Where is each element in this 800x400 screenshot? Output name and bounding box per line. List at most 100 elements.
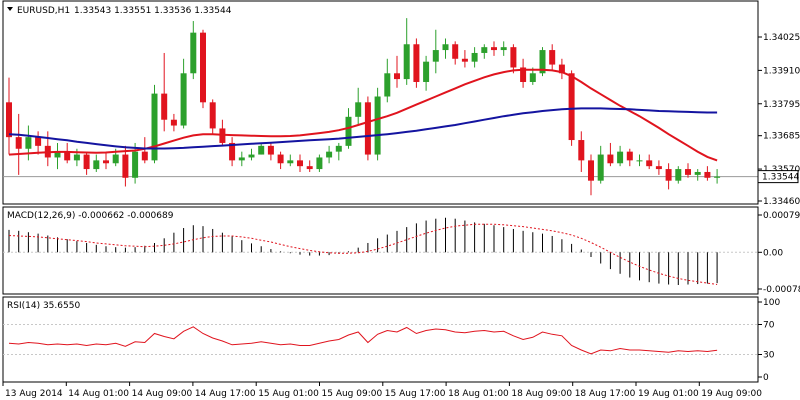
candle-body (685, 169, 691, 175)
moving-averages-layer (8, 68, 718, 162)
current-price-box (757, 170, 799, 184)
candle (209, 99, 216, 135)
macd-tick-label: 0.000799 (763, 211, 800, 221)
candle-body (394, 73, 400, 80)
candle (141, 137, 148, 164)
candle-body (491, 47, 497, 51)
candle-body (151, 93, 158, 161)
collapse-triangle-icon[interactable] (7, 7, 13, 11)
price-tick-label: 1.33570 (763, 165, 800, 175)
candle (384, 58, 391, 103)
candle-body (520, 67, 527, 82)
candle (626, 148, 633, 167)
candle-body (481, 47, 488, 53)
candle (403, 18, 410, 85)
macd-axis: 0.000799 0.00 -0.000786 (758, 211, 800, 295)
candle-body (6, 102, 12, 138)
candle (607, 142, 614, 167)
candle-body (209, 102, 216, 129)
candle-body (442, 44, 449, 51)
rsi-panel: RSI(14) 35.6550 100 70 30 0 (2, 296, 780, 383)
candle (500, 41, 507, 56)
candle (665, 163, 672, 190)
time-tick-label: 18 Aug 17:00 (575, 389, 636, 399)
candle-body (655, 166, 662, 170)
candle-body (461, 58, 468, 62)
candle-body (229, 142, 236, 161)
candle (452, 41, 459, 65)
candle-body (423, 61, 430, 82)
candle-body (714, 176, 721, 178)
time-tick-label: 19 Aug 09:00 (701, 389, 762, 399)
macd-signal-line (8, 223, 718, 285)
candle-body (500, 47, 507, 51)
candle-body (122, 154, 129, 178)
candle-body (306, 166, 313, 170)
candle-body (510, 47, 517, 68)
candle-body (248, 154, 255, 158)
candle-body (170, 119, 177, 126)
candle-body (626, 151, 633, 161)
candle (297, 154, 303, 172)
time-tick-label: 15 Aug 17:00 (385, 389, 446, 399)
candle (83, 151, 90, 175)
time-tick-label: 18 Aug 09:00 (511, 389, 572, 399)
candle (646, 154, 653, 170)
candle (6, 77, 12, 155)
time-axis: 13 Aug 2014 14 Aug 01:00 14 Aug 09:00 14 Au… (2, 382, 762, 399)
price-header: EURUSD,H1 1.33543 1.33551 1.33536 1.3354… (7, 6, 232, 16)
candle (471, 47, 478, 68)
candle-body (549, 50, 556, 65)
candle-body (607, 154, 614, 164)
time-tick-label: 15 Aug 01:00 (258, 389, 319, 399)
candle (636, 154, 643, 167)
candle (461, 50, 468, 68)
candle-body (297, 160, 303, 167)
candle (617, 145, 624, 167)
candle-body (25, 137, 32, 149)
candle (15, 113, 22, 175)
candle-body (646, 160, 653, 167)
candle-body (452, 44, 459, 59)
candle (394, 55, 400, 88)
candle (238, 151, 245, 167)
candle-body (413, 44, 420, 82)
candle-body (73, 154, 80, 161)
candle (510, 44, 517, 74)
candle (229, 137, 236, 167)
candle (170, 113, 177, 132)
candle (714, 169, 721, 184)
candle (481, 44, 488, 59)
candle (335, 142, 342, 161)
candle-body (287, 160, 294, 164)
candle (248, 148, 255, 161)
current-price-tag: 1.33544 (757, 170, 799, 184)
price-tick-label: 1.33460 (763, 197, 800, 207)
candle-body (374, 96, 381, 155)
candle-body (277, 154, 284, 164)
macd-histogram-layer (8, 217, 718, 285)
candle-body (597, 154, 604, 181)
candle-body (384, 73, 391, 97)
macd-panel: MACD(12,26,9) -0.000662 -0.000689 0.0007… (2, 206, 800, 295)
candle (25, 125, 32, 161)
time-tick-label: 18 Aug 01:00 (448, 389, 509, 399)
price-tick-label: 1.33910 (763, 66, 800, 76)
candle-body (35, 137, 42, 146)
candle-body (335, 145, 342, 152)
candle-body (432, 50, 439, 62)
candle-body (636, 160, 643, 162)
candle (326, 145, 333, 164)
price-tick-label: 1.34025 (763, 33, 800, 43)
candle-body (694, 171, 701, 175)
candle-body (617, 151, 624, 164)
candle (54, 142, 61, 170)
candle-body (326, 151, 333, 158)
candle (122, 145, 129, 187)
candle (655, 160, 662, 175)
candle (64, 142, 71, 164)
candle (93, 154, 100, 172)
candle (355, 87, 362, 126)
candle (520, 58, 527, 88)
